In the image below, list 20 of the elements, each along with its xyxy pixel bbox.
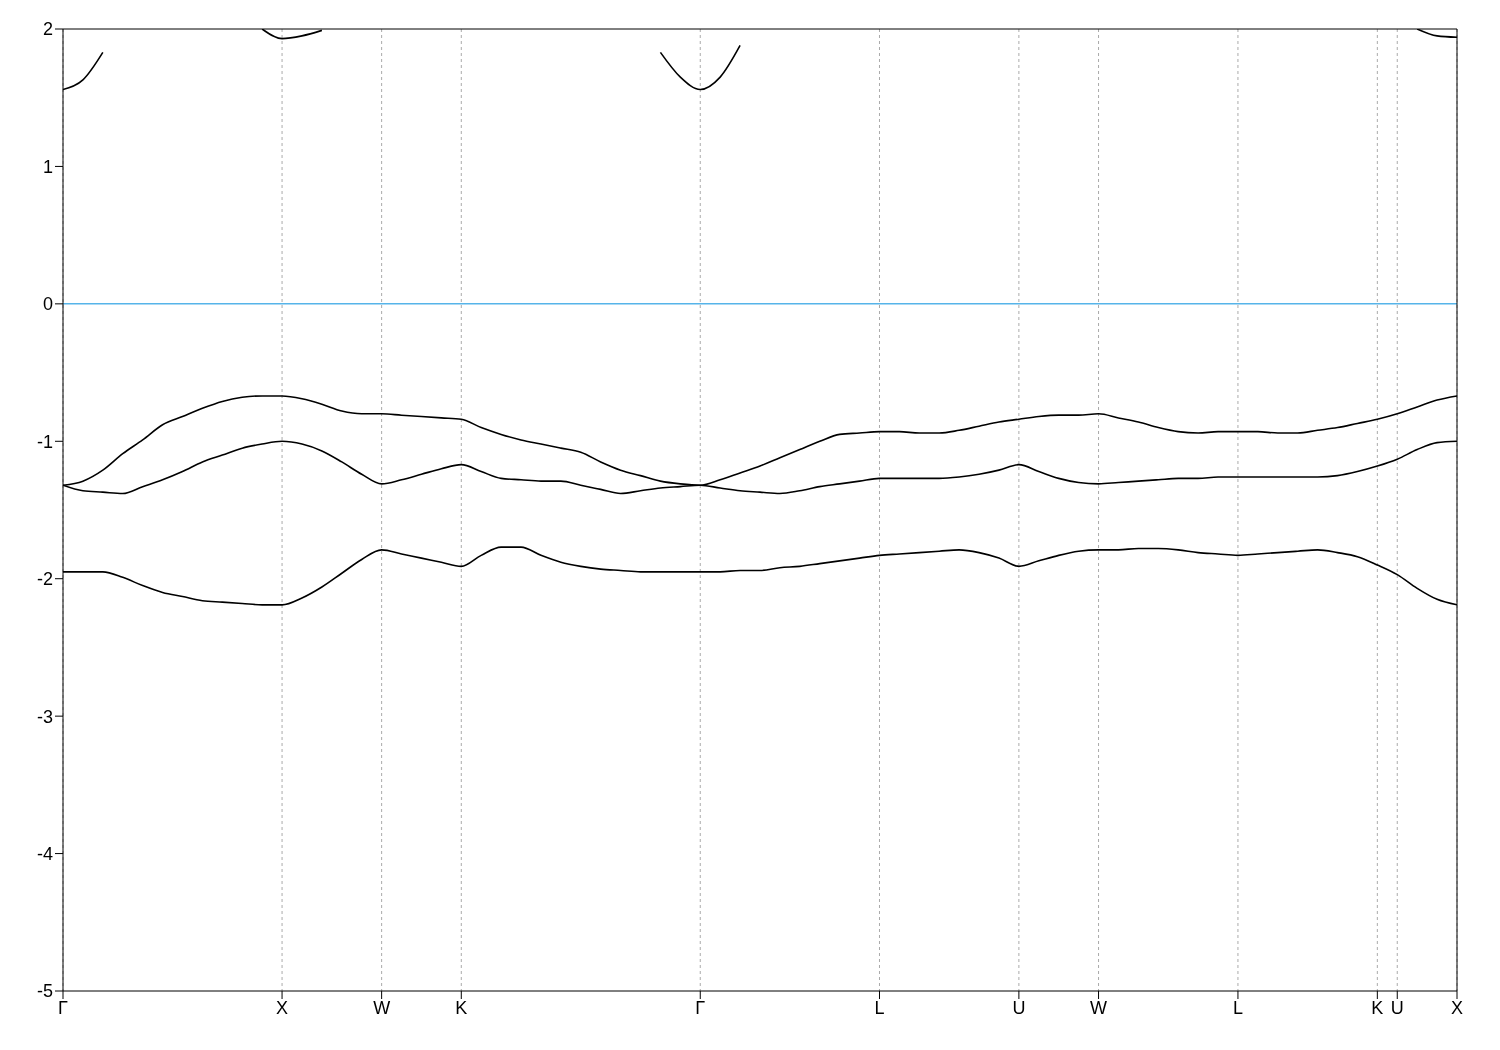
x-tick-label: U	[1390, 997, 1404, 1018]
y-tick-label: -1	[36, 431, 53, 452]
y-tick-label: -4	[36, 843, 53, 864]
x-tick-label: Γ	[58, 997, 69, 1018]
x-tick-label: L	[874, 997, 885, 1018]
x-tick-label: Γ	[695, 997, 706, 1018]
x-tick-label: L	[1232, 997, 1243, 1018]
x-tick-label: K	[1371, 997, 1384, 1018]
x-tick-label: K	[455, 997, 468, 1018]
x-tick-label: U	[1012, 997, 1026, 1018]
y-tick-label: -3	[36, 706, 53, 727]
x-tick-label: X	[1450, 997, 1464, 1018]
y-tick-label: 2	[42, 19, 53, 40]
y-tick-label: 1	[42, 156, 53, 177]
x-tick-label: W	[373, 997, 391, 1018]
x-tick-label: W	[1090, 997, 1108, 1018]
y-tick-label: -2	[36, 569, 53, 590]
y-tick-label: 0	[42, 294, 53, 315]
x-tick-label: X	[276, 997, 289, 1018]
y-tick-label: -5	[36, 981, 53, 1002]
